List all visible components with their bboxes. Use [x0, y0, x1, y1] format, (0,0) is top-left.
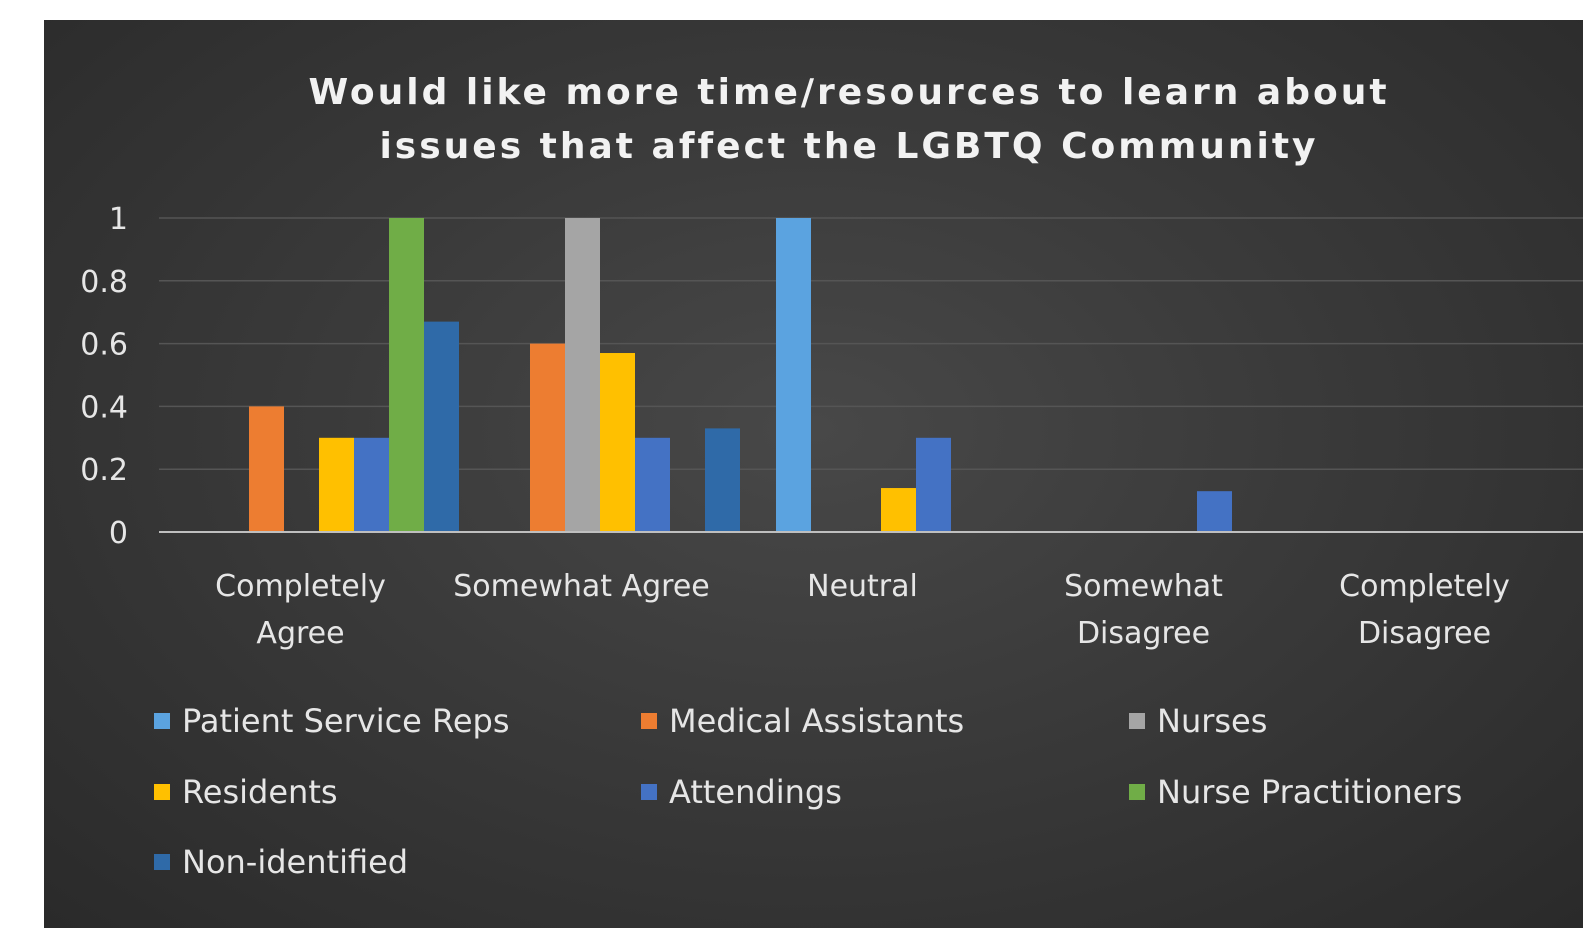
legend-label: Nurse Practitioners: [1157, 773, 1463, 811]
x-category-label: Disagree: [1358, 616, 1491, 651]
x-category-label: Agree: [256, 616, 344, 651]
bar-non-identified: [424, 321, 459, 532]
bar-attendings: [354, 437, 389, 532]
legend-item: Patient Service Reps: [154, 702, 510, 740]
legend-swatch: [641, 784, 657, 800]
bar-chart-plot: 0 0.2 0.4 0.6 0.8 1 Completely Agree Somewhat Ag…: [80, 202, 1583, 651]
legend-label: Patient Service Reps: [182, 702, 510, 740]
x-category-label: Disagree: [1077, 616, 1210, 651]
y-tick-label: 0.4: [80, 390, 128, 425]
legend-item: Nurse Practitioners: [1129, 773, 1462, 811]
legend-item: Nurses: [1129, 702, 1267, 740]
legend-label: Nurses: [1157, 702, 1268, 740]
legend-item: Attendings: [641, 773, 842, 811]
x-category-label: Somewhat: [1064, 569, 1223, 604]
y-tick-label: 0.6: [80, 328, 128, 363]
legend-swatch: [154, 854, 170, 870]
bar-nurse-practitioners: [389, 218, 424, 532]
legend-label: Non-identified: [182, 843, 409, 881]
bar-medical-assistants: [530, 343, 565, 532]
legend-item: Non-identified: [154, 843, 408, 881]
legend-swatch: [1129, 713, 1145, 729]
chart-title: Would like more time/resources to learn …: [44, 66, 1583, 174]
y-tick-label: 0.8: [80, 265, 128, 300]
y-tick-label: 0: [109, 516, 128, 551]
legend-swatch: [641, 713, 657, 729]
chart-panel: Would like more time/resources to learn …: [44, 20, 1583, 928]
bar-residents: [881, 488, 916, 532]
legend-label: Attendings: [669, 773, 842, 811]
bar-non-identified: [705, 428, 740, 532]
legend-label: Medical Assistants: [669, 702, 965, 740]
legend-swatch: [154, 713, 170, 729]
bar-medical-assistants: [249, 406, 284, 532]
legend-label: Residents: [182, 773, 338, 811]
chart-title-line-1: Would like more time/resources to learn …: [308, 72, 1390, 113]
bar-residents: [319, 437, 354, 532]
bar-patient-service-reps: [776, 218, 811, 532]
legend-item: Residents: [154, 773, 338, 811]
chart-title-line-2: issues that affect the LGBTQ Community: [379, 126, 1319, 167]
bar-attendings: [635, 437, 670, 532]
bar-attendings: [916, 437, 951, 532]
x-category-label: Completely: [1339, 569, 1510, 604]
bar-attendings: [1197, 491, 1232, 532]
legend-swatch: [154, 784, 170, 800]
y-tick-label: 0.2: [80, 453, 128, 488]
legend-item: Medical Assistants: [641, 702, 964, 740]
x-category-label: Somewhat Agree: [453, 569, 709, 604]
bar-nurses: [565, 218, 600, 532]
x-category-label: Completely: [215, 569, 386, 604]
bar-residents: [600, 353, 635, 532]
y-tick-label: 1: [109, 202, 128, 237]
x-category-label: Neutral: [807, 569, 918, 604]
legend-swatch: [1129, 784, 1145, 800]
